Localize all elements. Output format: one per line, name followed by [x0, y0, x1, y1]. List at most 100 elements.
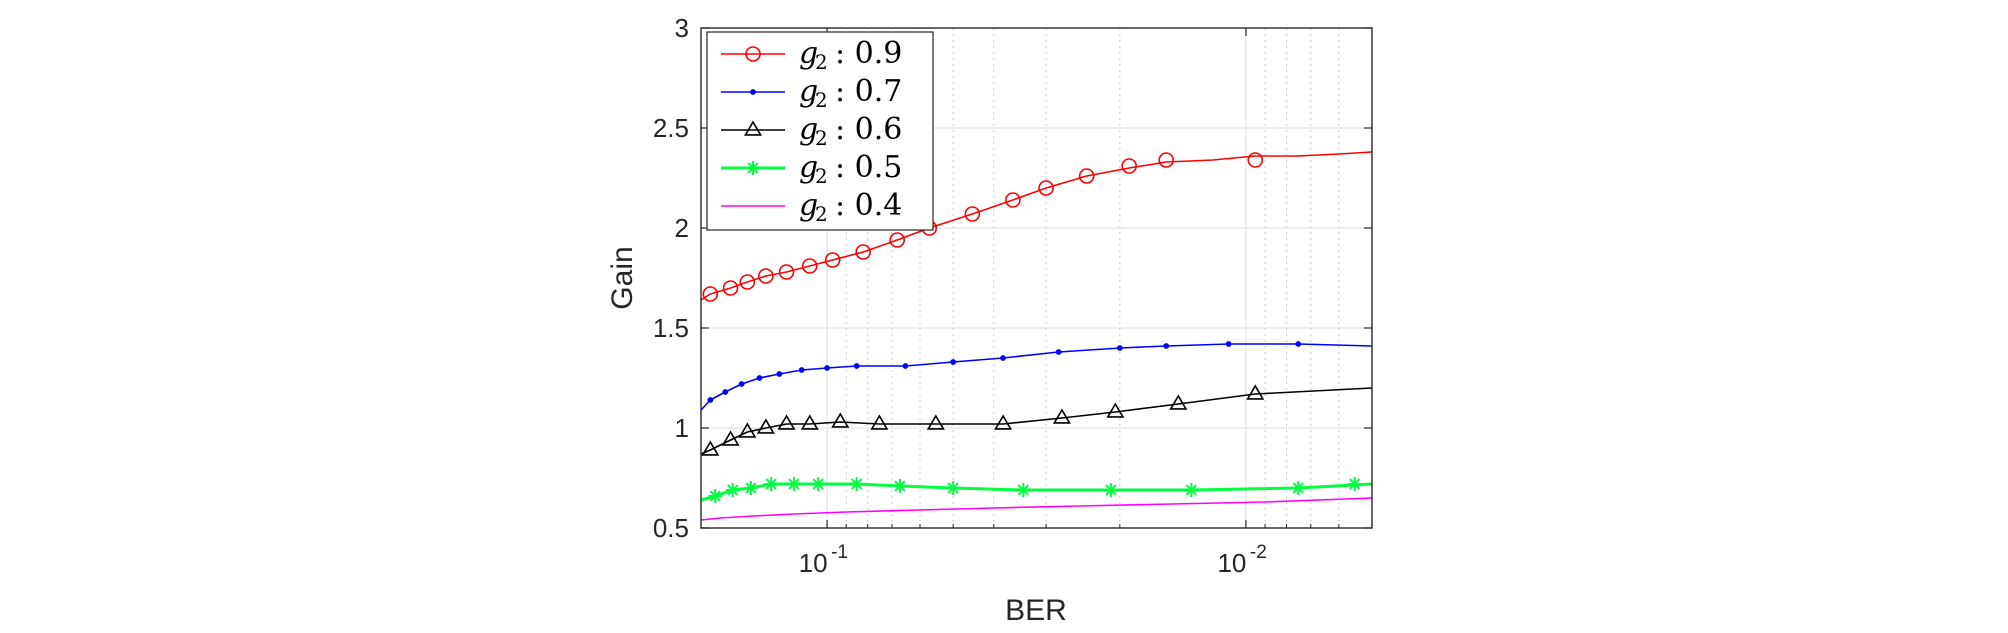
legend-swatch-marker: [750, 89, 756, 95]
asterisk-stroke: [788, 478, 800, 490]
data-point: [1225, 341, 1232, 347]
legend-swatch-marker: [746, 161, 760, 175]
series-4: [700, 497, 1373, 521]
data-point: [786, 477, 801, 491]
data-point: [892, 479, 907, 493]
asterisk-stroke: [709, 490, 721, 502]
x-axis-label: BER: [1005, 594, 1067, 627]
data-point: [1184, 483, 1199, 497]
legend-variable: g: [799, 188, 818, 223]
asterisk-stroke: [747, 162, 759, 174]
x-tick-label: 10: [1217, 548, 1246, 578]
asterisk-stroke: [894, 480, 906, 492]
legend: g2: 0.9g2: 0.7g2: 0.6g2: 0.5g2: 0.4: [706, 31, 934, 231]
legend-variable: g: [799, 74, 818, 109]
data-point: [739, 274, 756, 290]
legend-item: g2 : 0.4: [721, 188, 902, 226]
data-point: [1055, 349, 1062, 355]
series-3: [700, 477, 1373, 503]
y-tick-label: 3: [675, 13, 689, 43]
legend-item: g2 : 0.7: [721, 74, 902, 112]
data-point: [1116, 345, 1123, 351]
data-point: [1163, 343, 1170, 349]
asterisk-stroke: [1185, 484, 1197, 496]
data-point: [849, 477, 864, 491]
data-point: [721, 430, 740, 446]
legend-value: : 0.4: [835, 188, 902, 223]
y-tick-label: 2.5: [653, 113, 689, 143]
data-point: [738, 422, 757, 438]
plot-frame: [700, 27, 1373, 529]
data-point: [722, 389, 729, 395]
data-point: [1246, 384, 1265, 400]
data-point: [800, 414, 819, 430]
data-point: [1347, 477, 1362, 491]
data-point: [1295, 341, 1302, 347]
data-point: [756, 375, 763, 381]
data-point: [722, 280, 739, 296]
series-line: [700, 387, 1373, 455]
x-tick-label-exponent: -1: [831, 542, 848, 563]
series-line: [700, 497, 1373, 521]
legend-value: : 0.7: [835, 74, 902, 109]
legend-swatch-marker: [744, 120, 762, 136]
data-point: [708, 489, 723, 503]
data-point: [902, 363, 909, 369]
data-point: [1121, 158, 1137, 174]
legend-value: : 0.9: [835, 36, 902, 71]
data-point: [1291, 481, 1306, 495]
data-point: [1000, 355, 1006, 361]
legend-swatch-marker: [745, 46, 761, 62]
y-tick-label: 1: [675, 413, 689, 443]
data-point: [1038, 180, 1054, 196]
asterisk-stroke: [765, 478, 777, 490]
data-point: [831, 412, 850, 428]
asterisk-stroke: [947, 482, 959, 494]
legend-item: g2: 0.6: [721, 112, 902, 150]
legend-item: g2 : 0.5: [721, 150, 902, 188]
data-point: [801, 258, 818, 274]
data-point: [889, 232, 906, 248]
data-point: [824, 365, 830, 371]
data-point: [811, 477, 826, 491]
data-point: [1052, 408, 1071, 424]
data-point: [701, 440, 720, 456]
data-point: [1169, 394, 1188, 410]
series-2: [700, 384, 1373, 456]
data-point: [1103, 483, 1118, 497]
data-point: [758, 268, 774, 284]
asterisk-stroke: [1017, 484, 1029, 496]
data-point: [725, 483, 740, 497]
data-point: [853, 363, 860, 369]
y-tick-label: 0.5: [653, 513, 689, 543]
asterisk-stroke: [1105, 484, 1117, 496]
y-tick-label: 1.5: [653, 313, 689, 343]
legend-value: : 0.5: [835, 150, 902, 185]
data-point: [1005, 192, 1021, 208]
data-point: [1247, 152, 1264, 168]
asterisk-stroke: [745, 482, 757, 494]
data-point: [870, 414, 889, 430]
data-point: [756, 418, 775, 434]
legend-subscript: 2: [815, 88, 828, 112]
legend-variable: g: [799, 112, 818, 147]
data-point: [798, 367, 805, 373]
data-point: [964, 206, 981, 222]
y-tick-label: 2: [675, 213, 689, 243]
data-point: [1106, 402, 1125, 418]
data-point: [1016, 483, 1031, 497]
legend-subscript: 2: [815, 164, 828, 188]
data-point: [1158, 152, 1175, 168]
x-tick-label-exponent: -2: [1250, 542, 1267, 563]
data-point: [764, 477, 779, 491]
legend-subscript: 2: [815, 202, 828, 226]
data-point: [926, 414, 945, 430]
y-axis-label: Gain: [606, 246, 639, 309]
data-point: [855, 244, 871, 260]
series-1: [700, 341, 1373, 411]
legend-variable: g: [799, 150, 818, 185]
legend-item: g2: 0.9: [721, 36, 902, 74]
x-tick-label: 10: [799, 548, 828, 578]
series-line: [700, 151, 1373, 301]
